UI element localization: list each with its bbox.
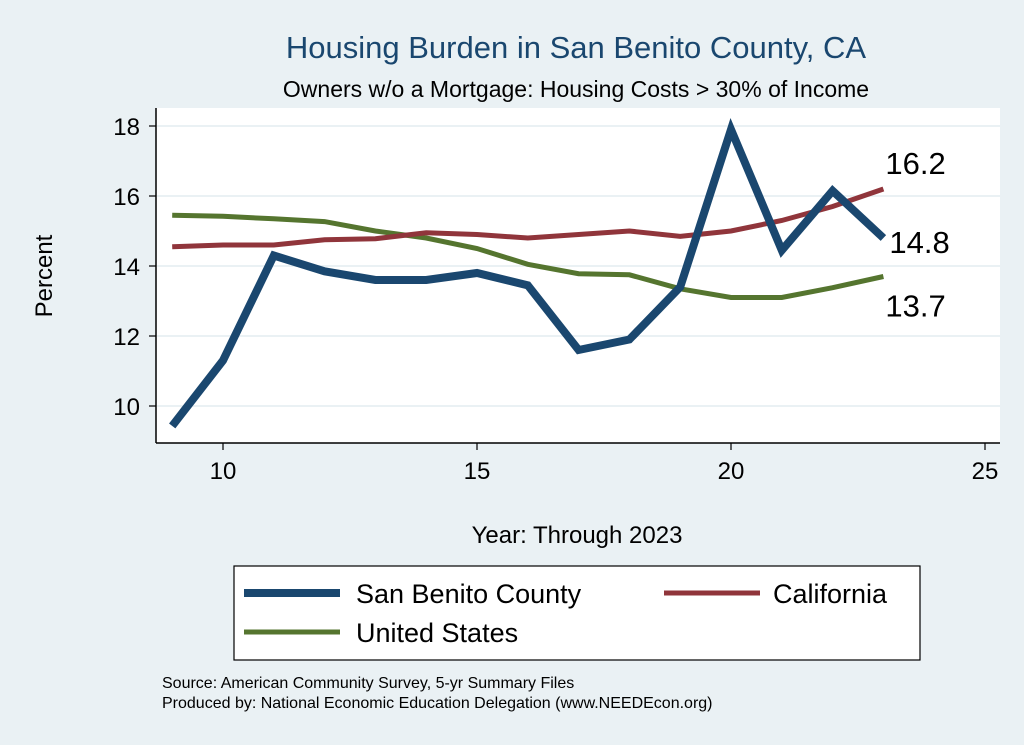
y-tick-label: 12 [113, 324, 140, 351]
legend [233, 565, 921, 661]
y-tick-label: 14 [113, 254, 140, 281]
x-tick-label: 15 [464, 458, 491, 485]
chart-subtitle: Owners w/o a Mortgage: Housing Costs > 3… [283, 76, 869, 102]
chart-title: Housing Burden in San Benito County, CA [286, 30, 866, 65]
y-tick-label: 18 [113, 114, 140, 141]
legend-label-us: United States [356, 618, 518, 648]
source-note: Source: American Community Survey, 5-yr … [162, 675, 574, 692]
x-tick-label: 25 [972, 458, 999, 485]
y-tick-label: 10 [113, 394, 140, 421]
end-label: 14.8 [889, 225, 949, 260]
y-axis-label: Percent [31, 234, 58, 317]
y-tick-label: 16 [113, 184, 140, 211]
x-tick-label: 20 [718, 458, 745, 485]
legend-label-san-benito: San Benito County [356, 579, 582, 609]
x-axis-label: Year: Through 2023 [472, 522, 683, 549]
x-tick-label: 10 [210, 458, 237, 485]
end-label: 13.7 [885, 289, 945, 324]
legend-label-california: California [773, 579, 888, 609]
end-label: 16.2 [885, 146, 945, 181]
producer-note: Produced by: National Economic Education… [162, 695, 713, 712]
